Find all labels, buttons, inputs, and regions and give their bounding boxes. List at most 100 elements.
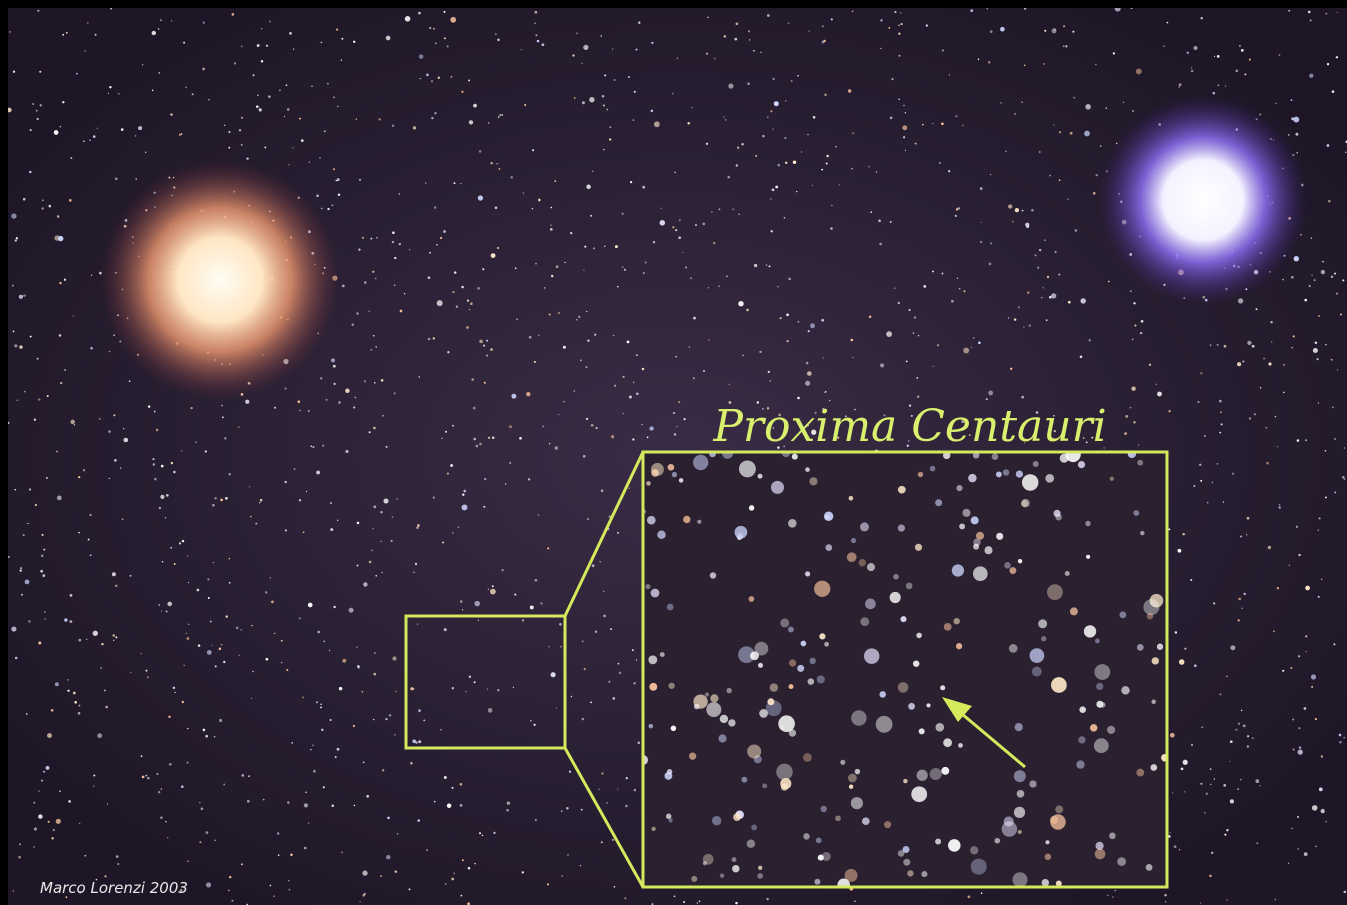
star — [968, 473, 977, 483]
star — [754, 641, 769, 656]
star — [1000, 102, 1002, 104]
star — [854, 900, 856, 903]
star — [72, 691, 76, 695]
star — [331, 358, 335, 363]
star — [78, 891, 82, 894]
star — [1058, 179, 1061, 182]
star — [470, 302, 473, 305]
star — [1137, 459, 1144, 466]
star — [104, 689, 106, 692]
star — [108, 350, 111, 353]
star — [1103, 447, 1105, 449]
star — [935, 722, 945, 732]
star — [1148, 363, 1152, 366]
star — [755, 155, 758, 157]
star — [445, 430, 447, 433]
star — [496, 162, 499, 165]
star — [731, 857, 737, 863]
star — [1094, 664, 1111, 680]
star — [1136, 644, 1144, 651]
star — [338, 401, 341, 404]
star — [682, 251, 684, 254]
star — [432, 337, 436, 340]
star — [140, 652, 142, 655]
star — [178, 133, 182, 136]
star — [567, 853, 569, 856]
star — [72, 315, 75, 317]
star — [274, 406, 276, 409]
star — [1241, 607, 1243, 610]
star — [1053, 509, 1061, 518]
star — [1012, 220, 1014, 223]
star — [683, 417, 686, 421]
star — [86, 22, 89, 24]
star — [914, 543, 923, 551]
star — [611, 838, 615, 842]
star — [181, 539, 185, 543]
star — [779, 317, 782, 320]
star — [1343, 890, 1347, 894]
star — [847, 773, 857, 783]
star — [89, 554, 92, 557]
star — [635, 48, 638, 51]
star — [598, 788, 600, 790]
star — [473, 681, 476, 684]
star — [1219, 693, 1222, 696]
star — [805, 361, 809, 365]
star — [1091, 436, 1094, 439]
star — [140, 755, 143, 758]
star — [394, 284, 396, 286]
star — [311, 85, 313, 88]
star — [879, 691, 886, 698]
star — [601, 772, 604, 775]
star — [46, 477, 48, 479]
star — [625, 804, 628, 808]
star — [1016, 789, 1025, 798]
star — [170, 546, 173, 549]
star — [748, 505, 755, 511]
star — [58, 334, 62, 337]
star — [879, 242, 882, 246]
star — [1210, 783, 1212, 786]
star — [410, 762, 413, 765]
star — [386, 854, 391, 860]
star — [854, 768, 861, 775]
star — [591, 564, 595, 568]
star — [905, 360, 908, 363]
star — [442, 541, 445, 544]
star — [286, 668, 289, 672]
star — [155, 428, 159, 432]
star — [158, 506, 162, 510]
star — [475, 444, 479, 448]
star — [373, 505, 377, 509]
star — [1200, 782, 1203, 785]
star — [1327, 199, 1331, 203]
star — [113, 414, 116, 417]
star — [738, 300, 744, 307]
star — [585, 366, 588, 369]
star — [1080, 298, 1086, 304]
star — [1013, 318, 1017, 321]
star — [902, 125, 908, 131]
star — [486, 354, 489, 357]
star — [780, 618, 790, 628]
star — [29, 335, 32, 338]
star — [775, 185, 779, 189]
star — [526, 392, 531, 397]
star — [815, 837, 822, 844]
star — [718, 734, 727, 743]
star — [459, 804, 463, 807]
star — [56, 215, 60, 218]
star — [104, 875, 107, 878]
star — [144, 151, 147, 154]
star — [260, 27, 263, 30]
star — [1029, 437, 1032, 440]
star — [292, 147, 294, 149]
star — [642, 272, 645, 274]
star — [889, 116, 893, 120]
star — [1151, 699, 1156, 705]
star — [1178, 849, 1181, 851]
star — [78, 475, 81, 479]
star — [18, 855, 21, 859]
star — [803, 833, 810, 840]
